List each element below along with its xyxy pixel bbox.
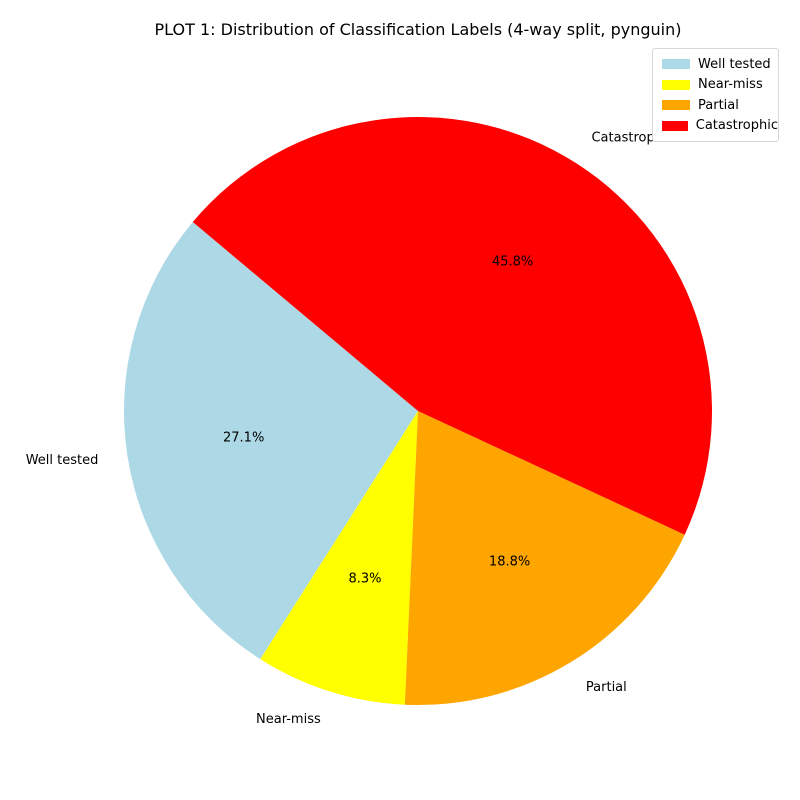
pie-slice-catastrophic	[192, 117, 712, 535]
legend-item-well-tested: Well tested	[662, 54, 778, 75]
chart-title: PLOT 1: Distribution of Classification L…	[155, 20, 682, 39]
pie-percent-label-near-miss: 8.3%	[348, 572, 381, 587]
pie-labels: Well tested 27.1% Near-miss 8.3% Partial 18.8…	[26, 131, 674, 727]
pie-percent-label-partial: 18.8%	[489, 554, 530, 569]
pie-slice-partial	[404, 411, 685, 705]
legend-label-partial: Partial	[698, 97, 739, 113]
pie-percent-label-catastrophic: 45.8%	[492, 255, 533, 270]
pie-percent-label-well-tested: 27.1%	[223, 430, 264, 445]
legend-label-catastrophic: Catastrophic	[695, 118, 778, 134]
legend-swatch-partial	[662, 100, 690, 111]
pie-slice-near-miss	[260, 411, 418, 705]
legend-swatch-near-miss	[662, 79, 690, 90]
legend-swatch-catastrophic	[662, 120, 688, 131]
pie-slice-well-tested	[123, 222, 418, 660]
pie-label-near-miss: Near-miss	[256, 712, 321, 727]
legend-label-well-tested: Well tested	[698, 56, 771, 72]
pie-label-partial: Partial	[586, 680, 627, 695]
legend-item-catastrophic: Catastrophic	[662, 116, 778, 137]
legend-swatch-well-tested	[662, 59, 690, 70]
pie-slices	[123, 117, 712, 705]
legend-label-near-miss: Near-miss	[698, 77, 763, 93]
legend: Well tested Near-miss Partial Catastroph…	[652, 48, 779, 142]
legend-item-near-miss: Near-miss	[662, 75, 778, 96]
pie-label-well-tested: Well tested	[26, 453, 99, 468]
legend-item-partial: Partial	[662, 95, 778, 116]
